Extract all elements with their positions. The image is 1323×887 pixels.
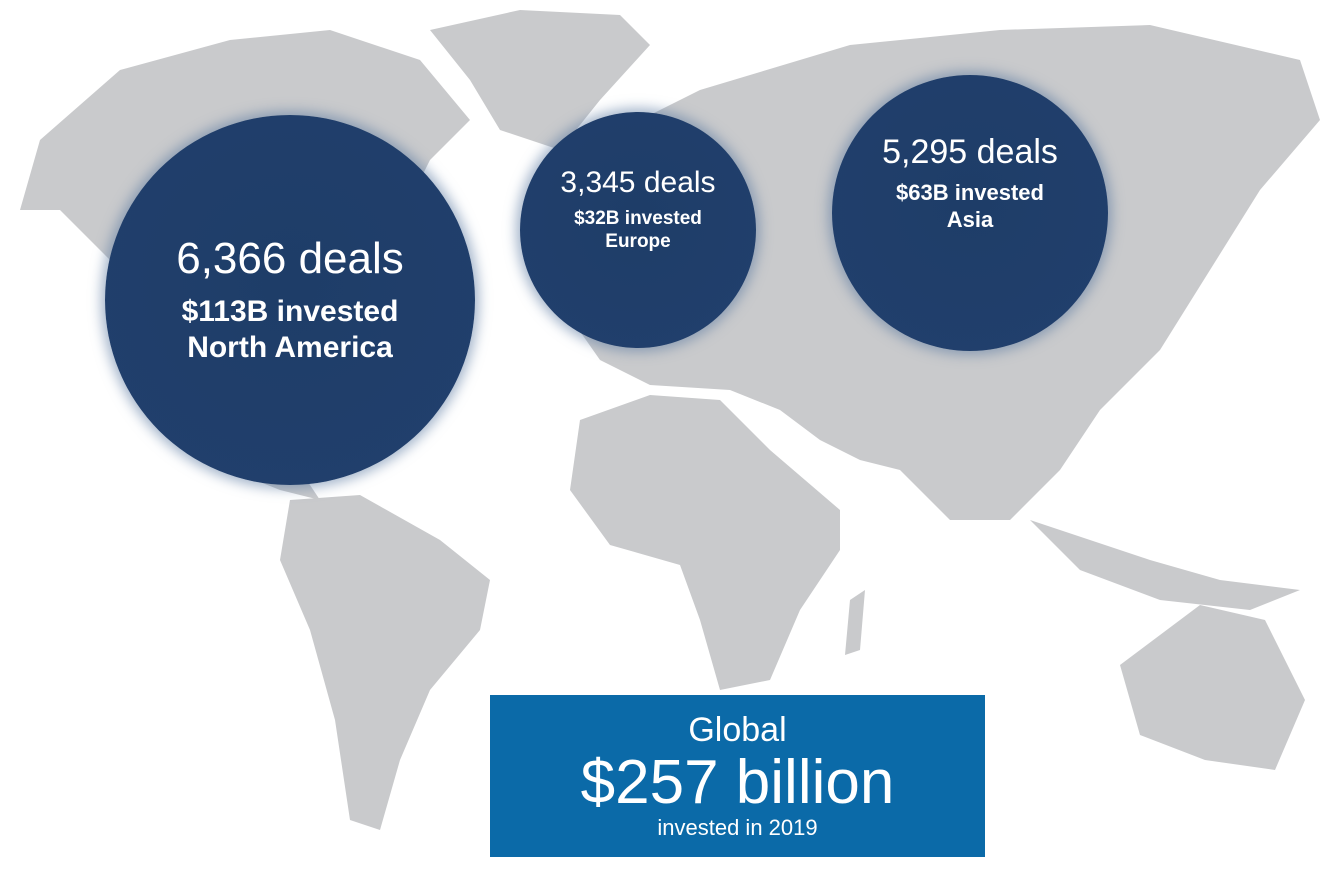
deals: 6,366 deals [176,234,404,283]
region-name: North America [187,331,393,364]
global-box: Global $257 billion invested in 2019 [490,695,985,857]
region-bubble: 3,345 deals $32B invested Europe [520,112,756,348]
southeast-asia [1030,520,1300,610]
deals: 5,295 deals [882,133,1058,172]
invested: $63B invested [896,180,1044,206]
global-amount: $257 billion [580,747,895,817]
greenland [430,10,650,150]
region-bubble: 5,295 deals $63B invested Asia [832,75,1108,351]
region-name: Europe [605,231,671,252]
region-bubble: 6,366 deals $113B invested North America [105,115,475,485]
invested: $113B invested [181,295,399,328]
global-label: Global [688,710,787,749]
region-name: Asia [946,206,994,232]
africa [570,395,840,690]
deals: 3,345 deals [560,166,716,200]
global-note: invested in 2019 [657,815,818,841]
south-america [280,495,490,830]
invested: $32B invested [574,208,702,230]
australia [1120,605,1305,770]
madagascar [845,590,865,655]
